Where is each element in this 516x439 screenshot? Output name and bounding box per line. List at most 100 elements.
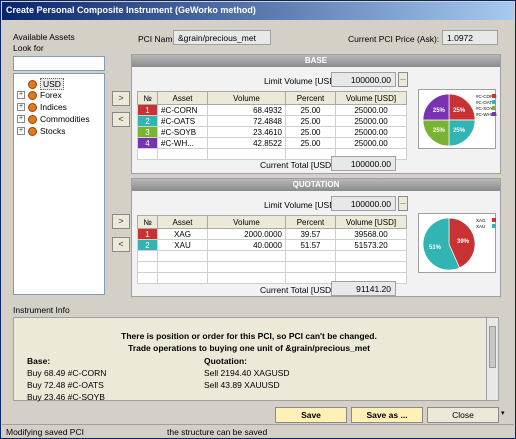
tree-item-indices[interactable]: + Indices bbox=[17, 102, 67, 112]
add-to-quotation-button[interactable]: > bbox=[112, 214, 130, 229]
tree-item-forex[interactable]: + Forex bbox=[17, 90, 62, 100]
quotation-panel: QUOTATION Limit Volume [USD] 100000.00 .… bbox=[131, 178, 501, 297]
col-volume-usd[interactable]: Volume [USD] bbox=[335, 91, 407, 105]
info-base-line: Buy 23.46 #C-SOYB bbox=[27, 392, 105, 402]
table-row[interactable]: 1 XAG 2000.0000 39.57 39568.00 bbox=[137, 228, 407, 240]
row-volume-usd[interactable]: 25000.00 bbox=[335, 115, 407, 127]
base-pie-slice bbox=[422, 93, 450, 121]
row-number: 2 bbox=[137, 115, 158, 127]
tree-item-label: Indices bbox=[40, 102, 67, 112]
pci-name-label: PCI Name: bbox=[138, 34, 180, 44]
table-row[interactable]: 3 #C-SOYB 23.4610 25.00 25000.00 bbox=[137, 126, 407, 138]
row-percent[interactable]: 51.57 bbox=[285, 239, 336, 251]
row-percent[interactable]: 25.00 bbox=[285, 115, 336, 127]
tree-item-label: Commodities bbox=[40, 114, 90, 124]
add-to-base-button[interactable]: > bbox=[112, 91, 130, 106]
col-volume-usd[interactable]: Volume [USD] bbox=[335, 215, 407, 229]
look-for-input[interactable] bbox=[13, 56, 105, 71]
look-for-label: Look for bbox=[13, 43, 44, 53]
col-number[interactable]: № bbox=[137, 91, 158, 105]
status-bar: Modifying saved PCI the structure can be… bbox=[2, 424, 514, 438]
col-asset[interactable]: Asset bbox=[157, 215, 208, 229]
row-volume[interactable]: 72.4848 bbox=[207, 115, 286, 127]
row-percent[interactable]: 25.00 bbox=[285, 104, 336, 116]
row-percent[interactable]: 25.00 bbox=[285, 126, 336, 138]
save-button[interactable]: Save bbox=[275, 407, 347, 423]
base-limit-dots-button[interactable]: ... bbox=[398, 72, 408, 87]
close-button[interactable]: Close bbox=[427, 407, 499, 423]
status-right: the structure can be saved bbox=[167, 427, 268, 437]
asset-group-icon bbox=[28, 114, 37, 124]
expand-icon[interactable]: + bbox=[17, 103, 25, 111]
expand-icon[interactable]: + bbox=[17, 91, 25, 99]
quotation-pie-chart: 39% 51% XAG XAU bbox=[418, 213, 496, 273]
table-row[interactable]: 2 XAU 40.0000 51.57 51573.20 bbox=[137, 239, 407, 251]
table-row[interactable]: 2 #C-OATS 72.4848 25.00 25000.00 bbox=[137, 115, 407, 127]
col-asset[interactable]: Asset bbox=[157, 91, 208, 105]
row-volume[interactable]: 2000.0000 bbox=[207, 228, 286, 240]
row-volume[interactable]: 68.4932 bbox=[207, 104, 286, 116]
row-asset: #C-WH... bbox=[157, 137, 208, 149]
row-volume-usd[interactable]: 25000.00 bbox=[335, 126, 407, 138]
row-volume[interactable]: 40.0000 bbox=[207, 239, 286, 251]
expand-icon[interactable]: + bbox=[17, 127, 25, 135]
available-assets-label: Available Assets bbox=[13, 32, 75, 42]
row-number: 1 bbox=[137, 228, 158, 240]
scrollbar-thumb[interactable] bbox=[489, 326, 496, 368]
base-limit-label: Limit Volume [USD] bbox=[264, 76, 338, 86]
base-pie-legend-swatch bbox=[492, 94, 496, 98]
base-total-field: 100000.00 bbox=[331, 156, 396, 171]
col-percent[interactable]: Percent bbox=[285, 215, 336, 229]
base-pie-slice bbox=[422, 119, 450, 147]
col-volume[interactable]: Volume bbox=[207, 91, 286, 105]
quotation-limit-dots-button[interactable]: ... bbox=[398, 196, 408, 211]
quotation-pie-slice-label: 51% bbox=[429, 245, 442, 251]
quotation-section-header: QUOTATION bbox=[132, 179, 500, 191]
info-quotation-line: Sell 2194.40 XAGUSD bbox=[204, 368, 290, 378]
status-left: Modifying saved PCI bbox=[6, 427, 84, 437]
info-quotation-line: Sell 43.89 XAUUSD bbox=[204, 380, 280, 390]
info-scrollbar[interactable] bbox=[486, 318, 498, 400]
tree-item-stocks[interactable]: + Stocks bbox=[17, 126, 66, 136]
row-volume-usd[interactable]: 51573.20 bbox=[335, 239, 407, 251]
row-percent[interactable]: 39.57 bbox=[285, 228, 336, 240]
info-base-label: Base: bbox=[27, 356, 51, 366]
row-volume-usd[interactable]: 25000.00 bbox=[335, 137, 407, 149]
base-panel: BASE Limit Volume [USD] 100000.00 ... № … bbox=[131, 54, 501, 174]
col-volume[interactable]: Volume bbox=[207, 215, 286, 229]
tree-item-commodities[interactable]: + Commodities bbox=[17, 114, 90, 124]
remove-from-quotation-button[interactable]: < bbox=[112, 237, 130, 252]
base-pie-slice-label: 25% bbox=[453, 108, 466, 114]
row-volume[interactable]: 42.8522 bbox=[207, 137, 286, 149]
table-row[interactable]: 1 #C-CORN 68.4932 25.00 25000.00 bbox=[137, 104, 407, 116]
info-message-1: There is position or order for this PCI,… bbox=[121, 331, 377, 341]
quotation-pie-legend-swatch bbox=[492, 218, 496, 222]
base-limit-field[interactable]: 100000.00 bbox=[331, 72, 396, 87]
save-as-button[interactable]: Save as ... bbox=[351, 407, 423, 423]
close-dropdown-icon[interactable]: ▾ bbox=[501, 410, 505, 417]
row-asset: XAU bbox=[157, 239, 208, 251]
base-pie-legend-label: #C-OATS bbox=[476, 100, 495, 105]
row-volume-usd[interactable]: 25000.00 bbox=[335, 104, 407, 116]
quotation-table: № Asset Volume Percent Volume [USD] 1 XA… bbox=[137, 215, 407, 284]
base-pie-svg: 25% 25% 25% 25% #C-CORN#C-OATS#C-SOYB#C-WHEA… bbox=[422, 93, 499, 147]
pci-name-field[interactable]: &grain/precious_met bbox=[173, 30, 271, 45]
table-row[interactable]: 4 #C-WH... 42.8522 25.00 25000.00 bbox=[137, 137, 407, 149]
info-message-2: Trade operations to buying one unit of &… bbox=[128, 343, 370, 353]
base-pie-legend-swatch bbox=[492, 112, 496, 116]
col-number[interactable]: № bbox=[137, 215, 158, 229]
current-price-label: Current PCI Price (Ask): bbox=[348, 34, 440, 44]
expand-icon[interactable]: + bbox=[17, 115, 25, 123]
row-volume[interactable]: 23.4610 bbox=[207, 126, 286, 138]
quotation-pie-slice bbox=[448, 217, 476, 269]
row-volume-usd[interactable]: 39568.00 bbox=[335, 228, 407, 240]
tree-item-usd[interactable]: USD bbox=[28, 78, 64, 90]
base-pie-legend-swatch bbox=[492, 106, 496, 110]
tree-item-label: Stocks bbox=[40, 126, 66, 136]
row-percent[interactable]: 25.00 bbox=[285, 137, 336, 149]
quotation-limit-field[interactable]: 100000.00 bbox=[331, 196, 396, 211]
remove-from-base-button[interactable]: < bbox=[112, 112, 130, 127]
col-percent[interactable]: Percent bbox=[285, 91, 336, 105]
